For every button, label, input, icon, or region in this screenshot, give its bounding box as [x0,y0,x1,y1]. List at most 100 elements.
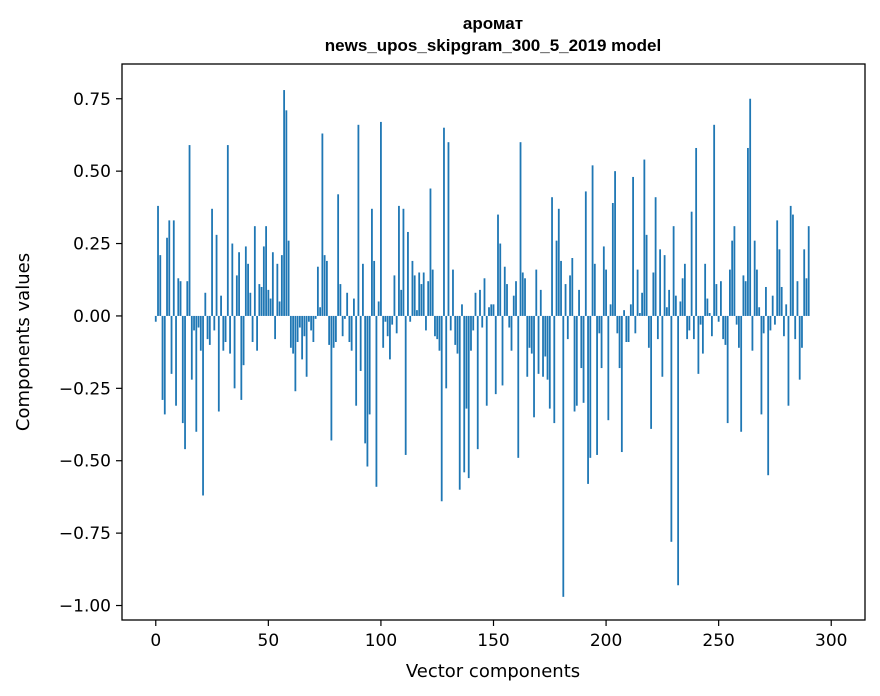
bar [452,269,454,316]
bar [283,90,286,316]
bar [258,284,261,316]
bar [681,278,684,316]
bar [265,226,267,316]
y-tick-label: −0.75 [59,524,111,544]
bar [548,315,551,409]
bar [551,197,553,316]
bar [449,315,452,331]
bar [436,315,439,340]
bar [269,298,272,316]
bar [650,315,653,429]
bar [668,289,671,316]
bar [738,315,740,348]
bar [431,269,434,316]
bar [344,315,346,319]
bar [778,249,781,316]
bar [447,142,450,316]
bar [555,240,558,316]
bar [413,275,416,316]
bar [625,315,628,342]
bar [310,315,313,331]
bar [395,315,398,334]
bar [350,315,353,351]
bar [339,284,342,316]
bar [425,315,427,331]
bar [724,315,727,345]
bar [803,249,806,316]
bar [465,315,468,409]
bar [762,315,765,334]
bar [580,315,583,369]
bar [760,315,763,415]
bar [375,315,378,487]
bar [758,307,761,316]
bar [652,272,655,316]
bar [422,272,425,316]
bar [409,315,412,322]
bar [260,286,263,316]
bar [294,315,297,392]
bar [591,165,594,316]
bar [787,315,790,406]
bar [715,284,718,316]
bar [564,284,567,316]
bar [510,315,513,351]
bar [499,243,502,316]
bar [226,145,229,316]
bar [204,292,207,316]
bar [355,315,358,406]
bar [672,226,675,316]
bar [247,263,249,316]
bar [751,315,754,351]
bar [253,226,256,316]
bar [163,315,166,415]
bar [485,315,488,406]
bar [571,258,574,316]
bar [645,234,648,316]
x-tick-label: 0 [150,631,161,651]
bar [217,315,220,412]
bar [578,289,580,316]
x-axis-ticks: 0 50 100 150 200 250 300 [150,620,847,651]
bar [731,240,734,316]
bar [316,266,319,316]
bar [654,197,657,316]
bar [749,98,752,316]
bar [506,284,508,316]
bar [348,315,351,342]
bar [488,307,490,316]
bar [325,260,328,316]
bar [434,315,436,337]
bar [656,315,659,340]
bar [780,286,783,316]
bar [206,315,209,340]
bar [783,315,785,337]
bar [566,315,569,340]
bar [463,315,466,473]
bar [677,315,680,586]
bar [692,315,695,340]
bar [789,205,792,316]
bar [161,315,164,400]
bar [587,315,589,484]
bar [386,315,389,337]
bar [614,171,616,316]
bar [515,281,517,316]
bar [620,315,623,453]
bar [166,237,168,316]
bar [785,304,788,316]
bar [753,240,756,316]
bar [159,255,162,316]
bar [215,234,218,316]
bar [177,278,180,316]
bar [418,272,421,316]
bar [524,278,526,316]
bar [384,315,387,322]
bar [701,315,704,354]
bar [407,231,409,316]
bar [589,315,592,458]
bar [168,220,171,316]
bar [508,315,511,328]
bar [229,315,231,354]
bar [521,272,524,316]
